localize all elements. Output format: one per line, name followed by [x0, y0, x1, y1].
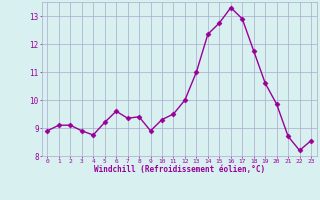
X-axis label: Windchill (Refroidissement éolien,°C): Windchill (Refroidissement éolien,°C) [94, 165, 265, 174]
